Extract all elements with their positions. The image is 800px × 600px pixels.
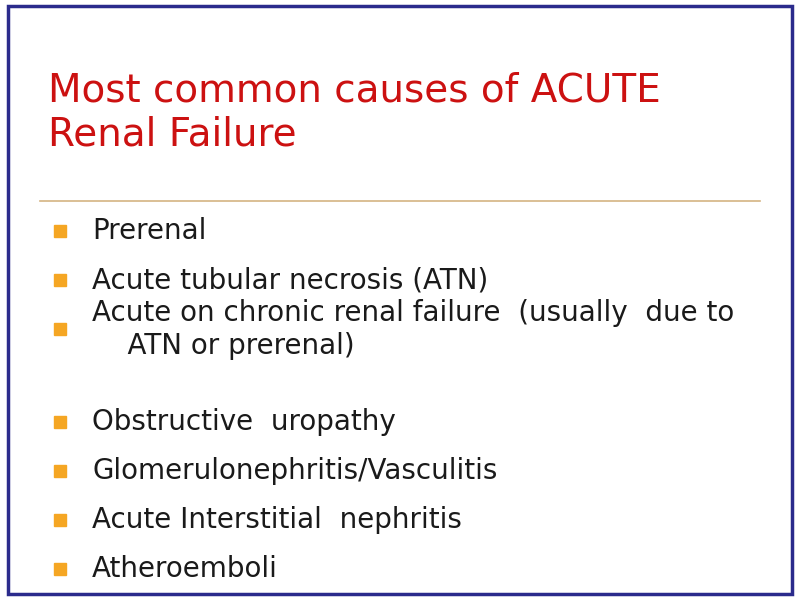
Text: Atheroemboli: Atheroemboli bbox=[92, 556, 278, 583]
Text: Obstructive  uropathy: Obstructive uropathy bbox=[92, 408, 396, 436]
FancyBboxPatch shape bbox=[8, 6, 792, 594]
Text: Glomerulonephritis/Vasculitis: Glomerulonephritis/Vasculitis bbox=[92, 457, 498, 485]
Text: Most common causes of ACUTE
Renal Failure: Most common causes of ACUTE Renal Failur… bbox=[48, 72, 661, 154]
Text: Acute on chronic renal failure  (usually  due to
    ATN or prerenal): Acute on chronic renal failure (usually … bbox=[92, 299, 734, 360]
Text: Acute Interstitial  nephritis: Acute Interstitial nephritis bbox=[92, 506, 462, 534]
Text: Acute tubular necrosis (ATN): Acute tubular necrosis (ATN) bbox=[92, 266, 488, 294]
Text: Prerenal: Prerenal bbox=[92, 217, 206, 245]
